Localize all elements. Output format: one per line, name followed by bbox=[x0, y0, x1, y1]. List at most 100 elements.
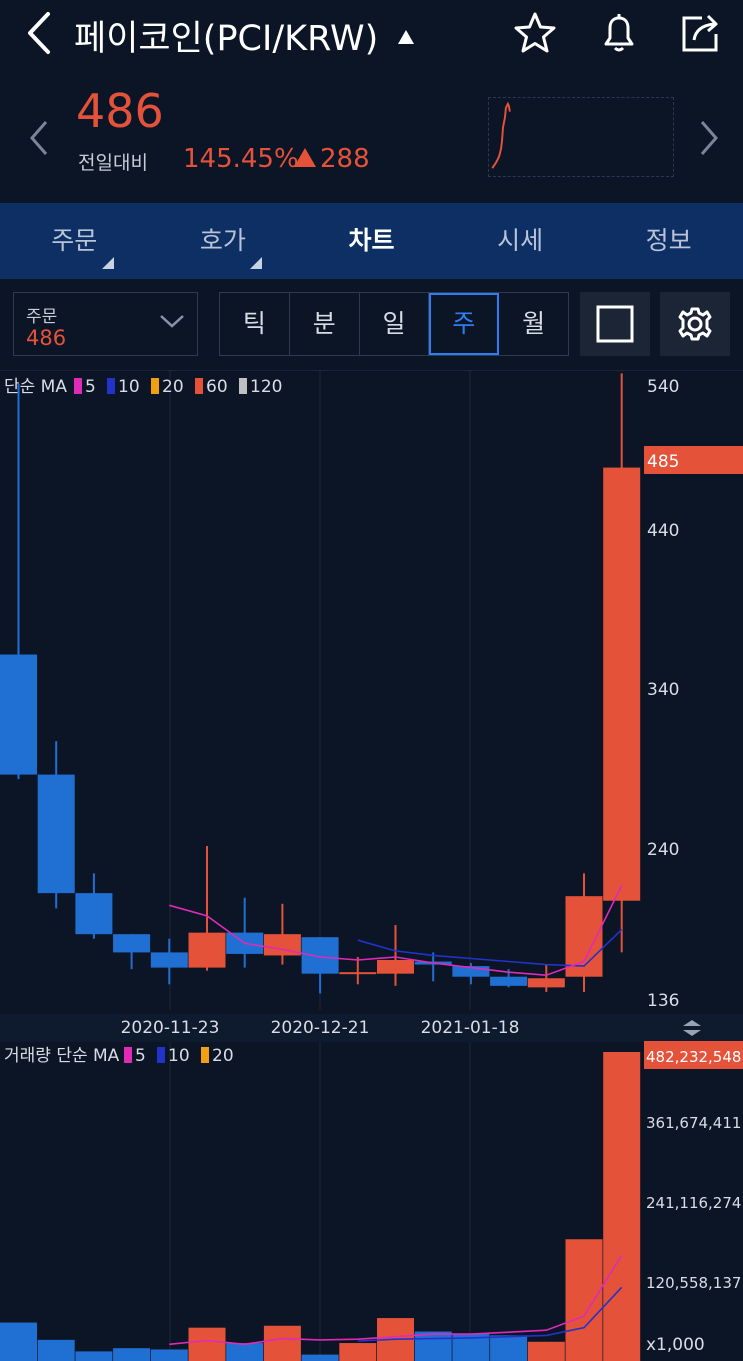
candle-body bbox=[75, 893, 113, 935]
submenu-indicator-icon bbox=[249, 257, 262, 269]
price-axis-tick: 540 bbox=[647, 377, 679, 397]
legend-swatch bbox=[107, 378, 115, 394]
date-axis-tick: 2021-01-18 bbox=[421, 1018, 520, 1038]
volume-bar bbox=[263, 1325, 301, 1361]
legend-swatch bbox=[124, 1047, 132, 1063]
volume-bar bbox=[301, 1354, 339, 1361]
volume-bar bbox=[565, 1239, 603, 1361]
square-icon bbox=[596, 305, 634, 343]
legend-swatch bbox=[74, 378, 82, 394]
bell-icon[interactable] bbox=[596, 10, 642, 56]
next-arrow-icon[interactable] bbox=[696, 118, 722, 158]
legend-swatch bbox=[201, 1047, 209, 1063]
previous-arrow-icon[interactable] bbox=[26, 118, 52, 158]
period-selector: 틱 분 일 주 월 bbox=[219, 292, 569, 356]
volume-bar bbox=[490, 1335, 528, 1361]
star-icon[interactable] bbox=[512, 10, 558, 56]
resize-down-icon bbox=[683, 1030, 701, 1036]
current-price-tag-label: 485 bbox=[647, 452, 679, 472]
volume-axis-tick: 361,674,411 bbox=[646, 1114, 741, 1132]
tab-bar: 주문 호가 차트 시세 정보 bbox=[0, 203, 743, 279]
volume-ma10-line bbox=[357, 1286, 623, 1342]
date-axis-tick: 2020-12-21 bbox=[271, 1018, 370, 1038]
change-value: 288 bbox=[320, 144, 370, 174]
legend-swatch bbox=[195, 378, 203, 394]
date-axis-tick: 2020-11-23 bbox=[121, 1018, 220, 1038]
tab-info[interactable]: 정보 bbox=[594, 203, 743, 279]
volume-axis-tick: 120,558,137 bbox=[646, 1274, 741, 1292]
fullscreen-button[interactable] bbox=[580, 292, 650, 356]
tab-label: 호가 bbox=[199, 226, 246, 255]
volume-axis-tick: 482,232,548 bbox=[646, 1048, 741, 1066]
volume-legend-title: 거래량 단순 MA bbox=[4, 1046, 120, 1066]
current-price: 486 bbox=[76, 84, 164, 138]
tab-chart[interactable]: 차트 bbox=[297, 203, 446, 279]
legend-swatch bbox=[239, 378, 247, 394]
legend-label: 60 bbox=[206, 377, 228, 397]
chevron-down-icon bbox=[160, 315, 184, 328]
price-axis-tick: 136 bbox=[647, 991, 679, 1011]
sparkline-chart bbox=[488, 97, 674, 177]
candle-body bbox=[339, 972, 377, 975]
ma5-line bbox=[169, 885, 623, 977]
price-axis-tick: 440 bbox=[647, 521, 679, 541]
period-tick-button[interactable]: 틱 bbox=[220, 293, 290, 355]
change-label: 전일대비 bbox=[78, 152, 148, 174]
period-day-button[interactable]: 일 bbox=[360, 293, 430, 355]
submenu-indicator-icon bbox=[102, 257, 114, 269]
up-triangle-icon bbox=[294, 148, 316, 167]
settings-button[interactable] bbox=[660, 292, 730, 356]
volume-bar bbox=[226, 1343, 264, 1361]
legend-label: 5 bbox=[85, 377, 96, 397]
legend-label: 120 bbox=[250, 377, 282, 397]
volume-bar bbox=[37, 1339, 75, 1361]
caret-down-icon[interactable] bbox=[398, 30, 414, 44]
candle-body bbox=[113, 934, 151, 953]
candle-body bbox=[0, 654, 37, 775]
tab-label: 차트 bbox=[348, 226, 395, 255]
legend-label: 5 bbox=[135, 1046, 146, 1066]
period-week-button[interactable]: 주 bbox=[429, 293, 500, 355]
volume-ma5-line bbox=[169, 1254, 623, 1346]
volume-bar bbox=[339, 1343, 377, 1361]
volume-bar bbox=[188, 1327, 226, 1361]
candle-body bbox=[527, 978, 565, 988]
order-dropdown[interactable]: 주문 486 bbox=[13, 292, 198, 356]
price-volume-chart[interactable]: 단순 MA 5 10 20 60 120 540 440 340 240 136 485 2020-11… bbox=[0, 370, 743, 1361]
period-month-button[interactable]: 월 bbox=[522, 309, 546, 338]
legend-swatch bbox=[157, 1047, 165, 1063]
order-label: 주문 bbox=[26, 307, 58, 327]
volume-bar bbox=[113, 1348, 151, 1361]
price-axis-tick: 340 bbox=[647, 680, 679, 700]
volume-bar bbox=[414, 1331, 452, 1361]
period-minute-button[interactable]: 분 bbox=[290, 293, 360, 355]
candle-body bbox=[603, 467, 641, 901]
candle-body bbox=[301, 937, 339, 974]
candle-body bbox=[377, 960, 414, 974]
candle-body bbox=[37, 774, 75, 894]
tab-market[interactable]: 시세 bbox=[446, 203, 595, 279]
tab-order[interactable]: 주문 bbox=[0, 203, 149, 279]
price-legend-title: 단순 MA bbox=[4, 377, 67, 397]
volume-bar bbox=[150, 1349, 188, 1361]
tab-label: 주문 bbox=[51, 226, 98, 255]
back-icon[interactable] bbox=[20, 8, 60, 58]
top-bar: 페이코인(PCI/KRW) bbox=[0, 0, 743, 68]
gear-icon bbox=[678, 307, 712, 341]
tab-orderbook[interactable]: 호가 bbox=[149, 203, 298, 279]
current-price-tag bbox=[644, 446, 743, 474]
volume-bar bbox=[0, 1322, 37, 1361]
candle-body bbox=[263, 934, 301, 956]
legend-swatch bbox=[151, 378, 159, 394]
share-icon[interactable] bbox=[678, 10, 724, 56]
page-title[interactable]: 페이코인(PCI/KRW) bbox=[74, 19, 379, 59]
tab-label: 정보 bbox=[645, 226, 692, 255]
resize-up-icon bbox=[683, 1020, 701, 1026]
order-value: 486 bbox=[26, 326, 67, 350]
candle-body bbox=[452, 966, 490, 977]
legend-label: 10 bbox=[118, 377, 140, 397]
legend-label: 20 bbox=[162, 377, 184, 397]
x-axis-band bbox=[0, 1014, 743, 1042]
candle-body bbox=[150, 952, 188, 968]
candle-body bbox=[188, 932, 226, 968]
